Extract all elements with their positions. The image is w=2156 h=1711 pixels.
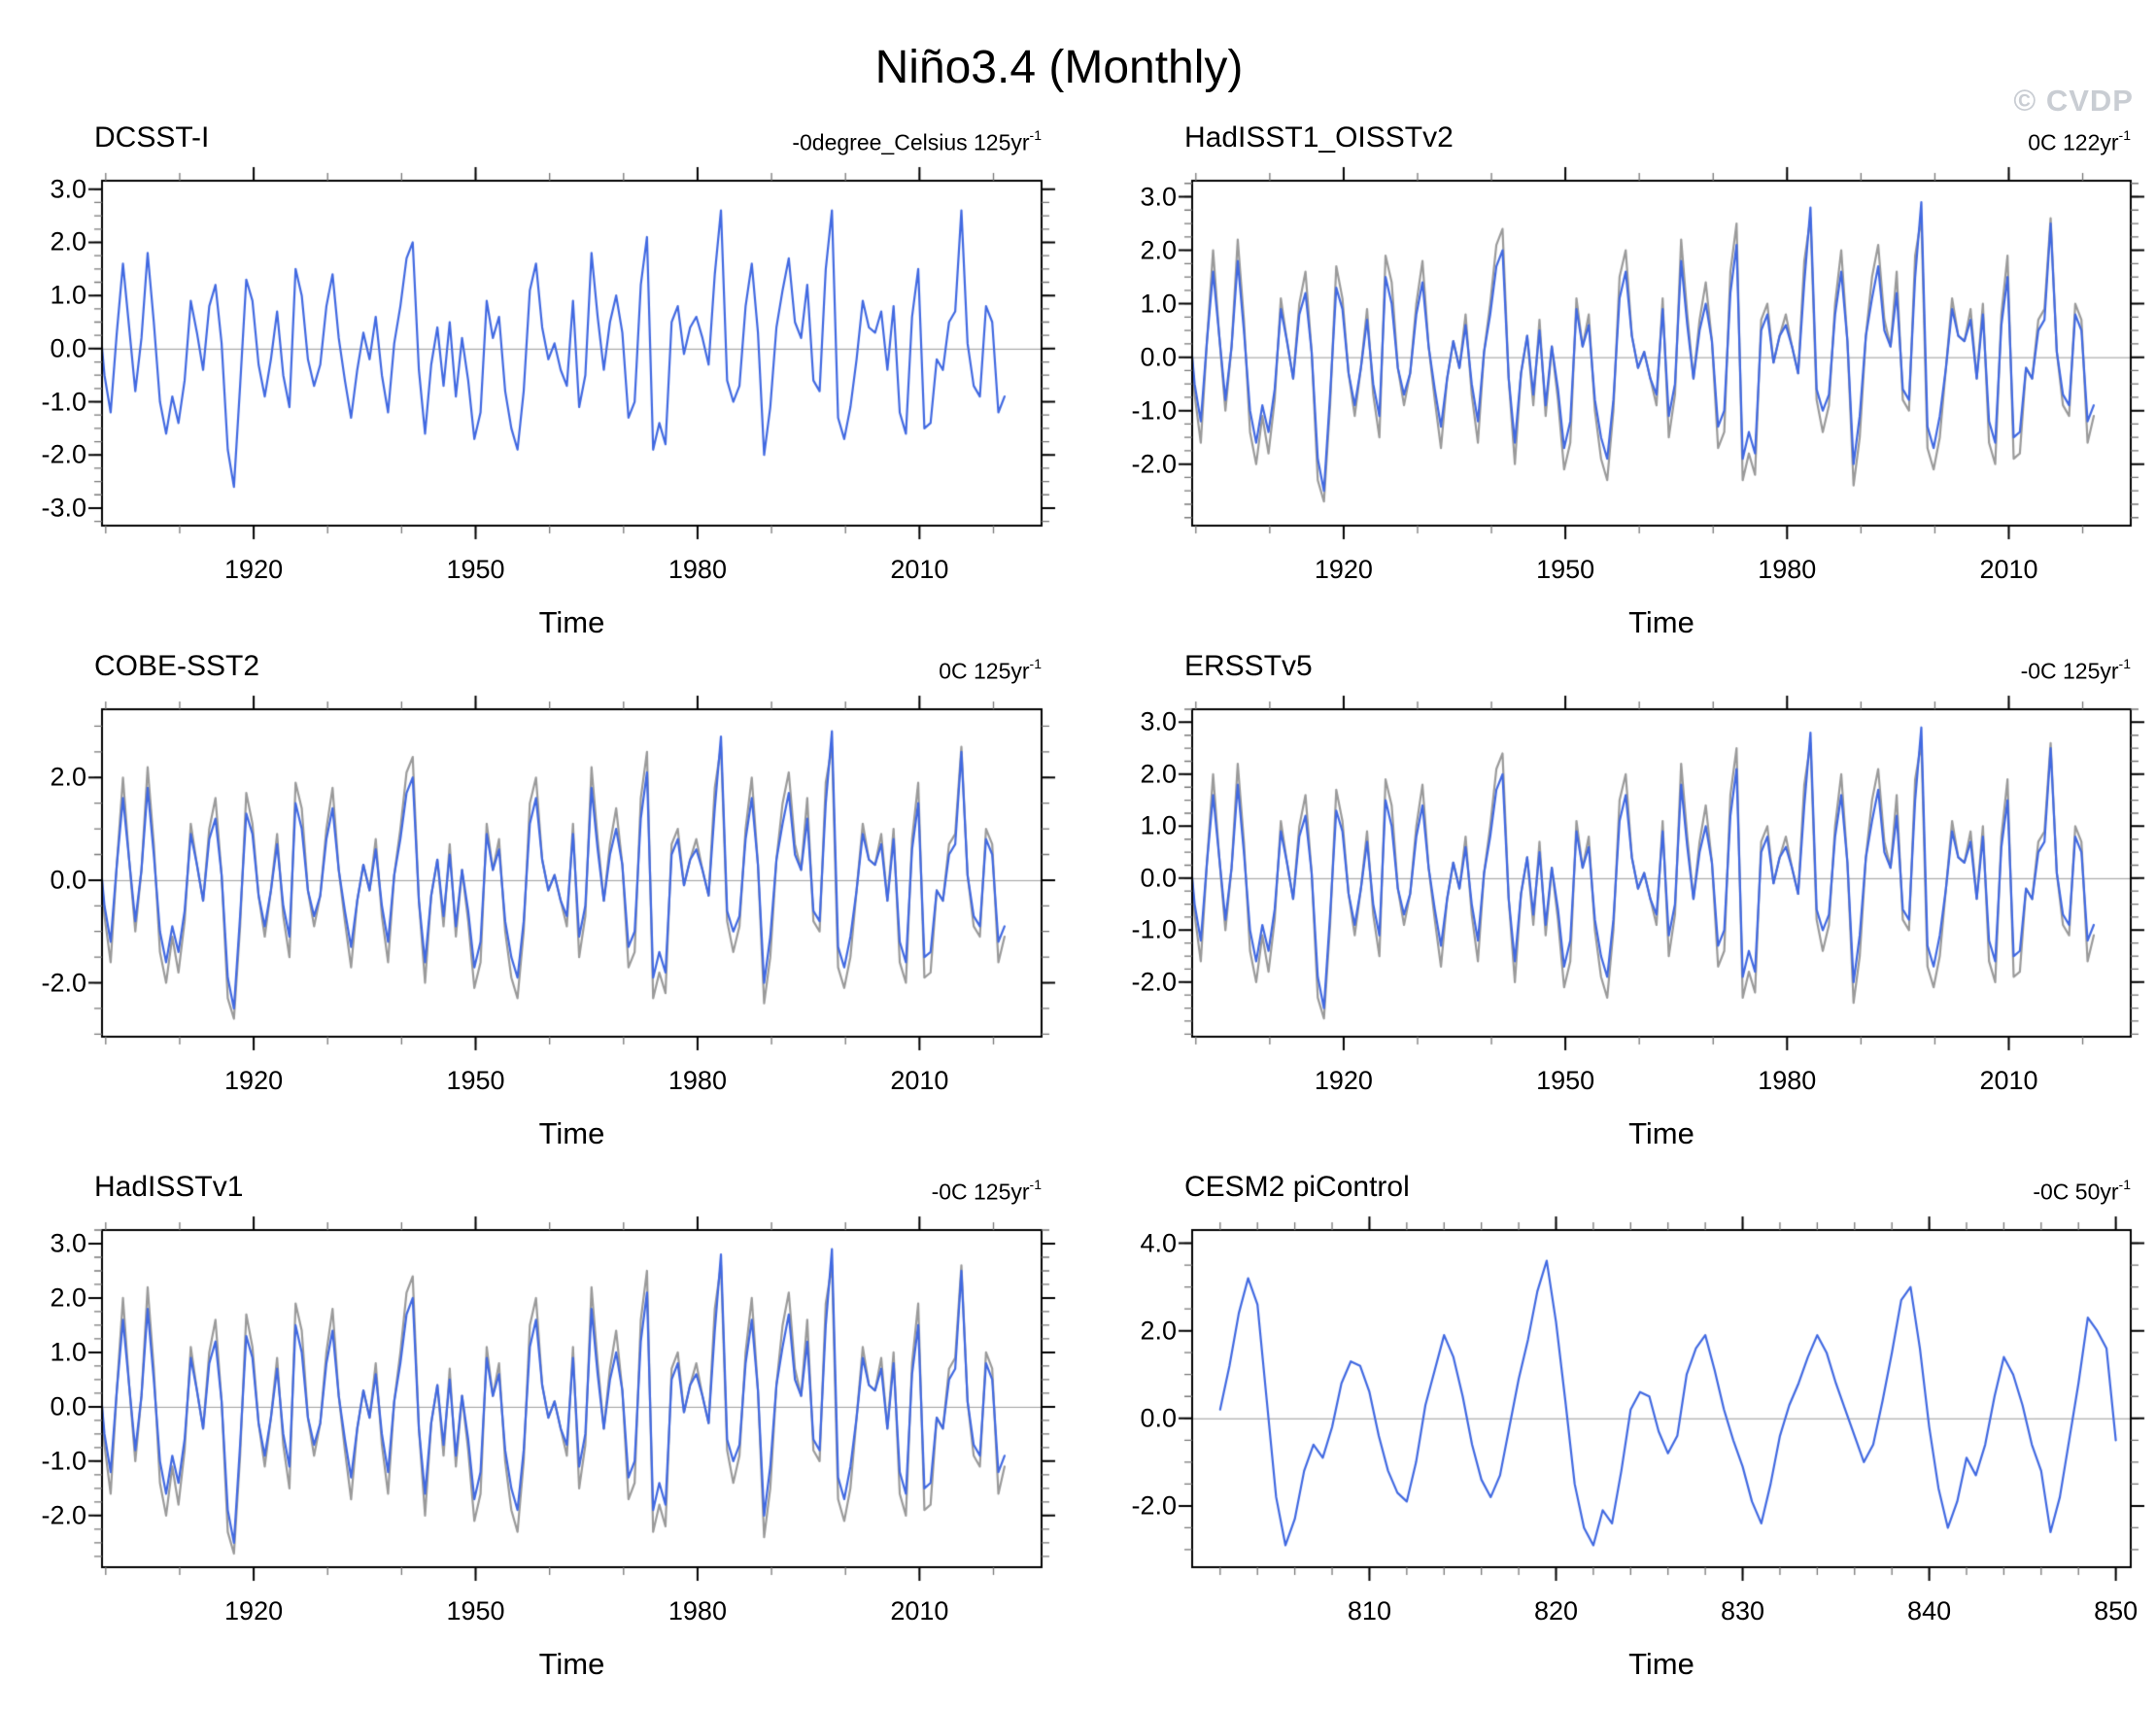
panel-title: CESM2 piControl [1184,1171,1410,1203]
x-tick-label: 1920 [1314,555,1373,584]
panel-title: COBE-SST2 [94,650,260,682]
annotation-text: -0C 125yr [2020,658,2119,684]
y-tick-label: 3.0 [50,174,86,204]
x-tick-label: 1980 [667,1066,727,1095]
y-tick-label: -2.0 [41,439,86,469]
annotation-exponent: -1 [2118,656,2131,671]
y-tick-label: 2.0 [50,762,86,792]
y-tick-label: 2.0 [50,1283,86,1313]
annotation-exponent: -1 [2118,1177,2131,1192]
panel-title: HadISSTv1 [94,1171,244,1203]
y-tick-label: 0.0 [50,333,86,363]
panel-annotation: -0C 50yr-1 [1451,1177,2131,1206]
y-tick-label: -2.0 [1131,967,1177,997]
annotation-exponent: -1 [2118,127,2131,143]
y-tick-label: -2.0 [1131,1490,1177,1521]
panel-annotation: 0C 122yr-1 [1451,127,2131,156]
y-tick-label: -1.0 [1131,914,1177,944]
x-axis-title: Time [1628,1647,1694,1681]
y-tick-label: 1.0 [50,1337,86,1367]
y-tick-label: 0.0 [50,1391,86,1421]
x-tick-label: 1980 [1758,1066,1817,1095]
x-tick-label: 2010 [890,1596,949,1625]
panel-title: HadISST1_OISSTv2 [1184,121,1454,154]
x-tick-label: 840 [1907,1596,1952,1625]
x-axis-title: Time [538,1647,605,1681]
y-tick-label: 0.0 [1140,1403,1177,1433]
annotation-exponent: -1 [1029,1177,1042,1192]
x-tick-label: 1950 [1536,555,1595,584]
y-tick-label: -1.0 [1131,395,1177,426]
y-tick-label: 2.0 [1140,235,1177,265]
y-tick-label: 0.0 [50,865,86,895]
y-tick-label: 0.0 [1140,863,1177,893]
x-axis-title: Time [538,1116,605,1150]
x-tick-label: 830 [1721,1596,1765,1625]
y-tick-label: 0.0 [1140,342,1177,372]
y-tick-label: 1.0 [50,280,86,310]
y-tick-label: 3.0 [1140,706,1177,736]
x-tick-label: 1920 [1314,1066,1373,1095]
y-tick-label: 1.0 [1140,289,1177,319]
annotation-text: -0C 50yr [2033,1179,2119,1205]
x-tick-label: 1980 [667,1596,727,1625]
panel-annotation: 0C 125yr-1 [361,656,1042,685]
y-tick-label: -1.0 [41,1446,86,1476]
x-tick-label: 1920 [224,1596,284,1625]
annotation-exponent: -1 [1029,656,1042,671]
y-tick-label: 3.0 [50,1228,86,1258]
x-axis-title: Time [538,605,605,639]
panel-title: ERSSTv5 [1184,650,1313,682]
panel-title: DCSST-I [94,121,210,154]
y-tick-label: 2.0 [50,226,86,257]
y-tick-label: -2.0 [41,1500,86,1530]
x-tick-label: 1950 [446,1066,505,1095]
x-tick-label: 2010 [890,1066,949,1095]
x-tick-label: 810 [1347,1596,1391,1625]
y-tick-label: 4.0 [1140,1228,1177,1258]
x-tick-label: 1980 [667,555,727,584]
annotation-text: 0C 122yr [2028,129,2119,155]
x-tick-label: 820 [1533,1596,1579,1625]
x-tick-label: 1950 [446,1596,505,1625]
x-tick-label: 850 [2094,1596,2139,1625]
annotation-text: 0C 125yr [939,658,1030,684]
panel-annotation: -0C 125yr-1 [361,1177,1042,1206]
annotation-text: -0C 125yr [931,1179,1030,1205]
x-axis-title: Time [1628,1116,1694,1150]
x-tick-label: 1950 [446,555,505,584]
y-tick-label: -2.0 [1131,449,1177,479]
x-tick-label: 1980 [1758,555,1817,584]
x-axis-title: Time [1628,605,1694,639]
annotation-text: -0degree_Celsius 125yr [792,129,1030,155]
y-tick-label: 2.0 [1140,1316,1177,1346]
x-tick-label: 2010 [890,555,949,584]
y-tick-label: 3.0 [1140,182,1177,211]
panel-annotation: -0degree_Celsius 125yr-1 [361,127,1042,156]
x-tick-label: 1920 [224,1066,284,1095]
y-tick-label: -3.0 [41,493,86,523]
x-tick-label: 1920 [224,555,284,584]
y-tick-label: 2.0 [1140,759,1177,789]
x-tick-label: 2010 [1979,1066,2038,1095]
panel-annotation: -0C 125yr-1 [1451,656,2131,685]
x-tick-label: 2010 [1979,555,2038,584]
y-tick-label: 1.0 [1140,810,1177,840]
annotation-exponent: -1 [1029,127,1042,143]
y-tick-label: -2.0 [41,968,86,998]
y-tick-label: -1.0 [41,387,86,417]
x-tick-label: 1950 [1536,1066,1595,1095]
